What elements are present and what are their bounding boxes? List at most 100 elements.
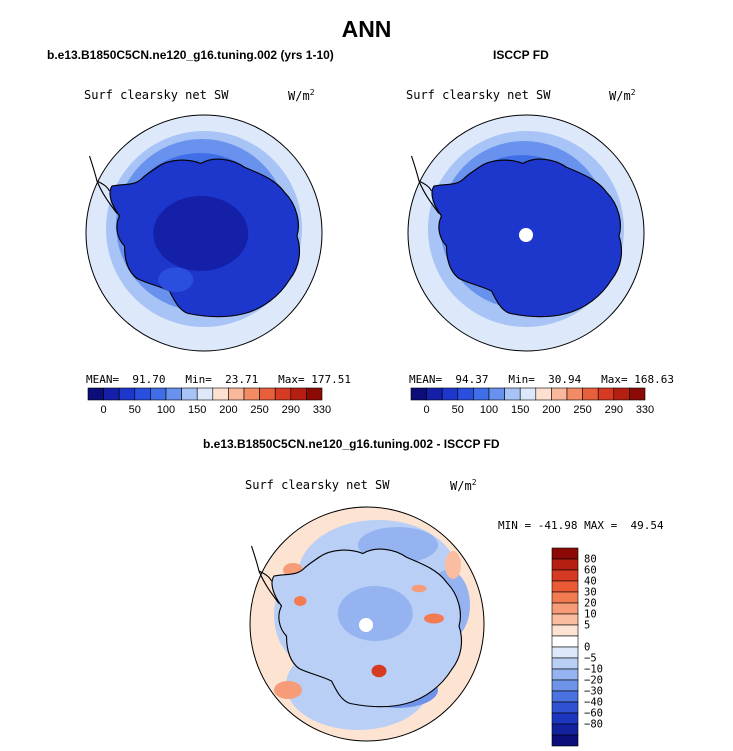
panel-1-title: b.e13.B1850C5CN.ne120_g16.tuning.002 (yr… — [47, 48, 334, 62]
colorbar-swatch — [551, 602, 579, 615]
colorbar-tick-label: −60 — [584, 708, 603, 720]
colorbar-swatch — [613, 387, 630, 401]
colorbar-swatch — [551, 723, 579, 736]
colorbar-swatch — [259, 387, 276, 401]
colorbar-tick-label: 50 — [452, 404, 464, 416]
diff-panel-stats: MIN = -41.98 MAX = 49.54 — [498, 519, 664, 532]
diff-panel-variable: Surf clearsky net SW — [245, 478, 390, 492]
colorbar-swatch — [426, 387, 443, 401]
colorbar-swatch — [181, 387, 198, 401]
panel-2-title: ISCCP FD — [493, 48, 549, 62]
colorbar-swatch — [551, 624, 579, 637]
colorbar-tick-label: 20 — [584, 598, 597, 610]
colorbar-swatch — [551, 734, 579, 747]
diff-panel-units: W/m2 — [450, 478, 477, 493]
colorbar-swatch — [597, 387, 615, 401]
colorbar-swatch — [551, 558, 579, 571]
map-difference — [249, 506, 485, 742]
colorbar-swatch — [582, 387, 599, 401]
panel-2-units: W/m2 — [609, 88, 636, 103]
colorbar-swatch — [551, 547, 579, 560]
colorbar-tick-label: 100 — [480, 404, 498, 416]
colorbar-swatch — [551, 646, 579, 659]
colorbar-swatch — [228, 387, 245, 401]
colorbar-swatch — [87, 387, 104, 401]
colorbar-swatch — [551, 701, 579, 714]
colorbar-tick-label: 40 — [584, 576, 597, 588]
colorbar-swatch — [441, 387, 459, 401]
colorbar-swatch — [306, 387, 323, 401]
colorbar-swatch — [488, 387, 505, 401]
colorbar-swatch — [410, 387, 427, 401]
colorbar-swatch — [629, 387, 646, 401]
colorbar-tick-label: −10 — [584, 664, 603, 676]
colorbar-swatch — [551, 712, 579, 725]
colorbar-swatch — [551, 387, 568, 401]
colorbar-tick-label: 330 — [636, 404, 654, 416]
colorbar-tick-label: 150 — [511, 404, 529, 416]
colorbar-tick-label: −80 — [584, 719, 603, 731]
colorbar-tick-label: 0 — [584, 642, 590, 654]
colorbar-tick-label: −20 — [584, 675, 603, 687]
colorbar-tick-label: −40 — [584, 697, 603, 709]
colorbar-tick-label: 5 — [584, 620, 590, 632]
colorbar-tick-label: 80 — [584, 554, 597, 566]
colorbar-swatch — [551, 679, 579, 692]
panel-2-stats: MEAN= 94.37 Min= 30.94 Max= 168.63 — [409, 373, 674, 386]
colorbar-tick-label: 200 — [542, 404, 560, 416]
panel-1-stats: MEAN= 91.70 Min= 23.71 Max= 177.51 — [86, 373, 351, 386]
colorbar-swatch — [274, 387, 292, 401]
colorbar-tick-label: 200 — [219, 404, 237, 416]
pole-mask — [519, 228, 533, 242]
colorbar-tick-label: 10 — [584, 609, 597, 621]
colorbar-tick-label: 0 — [101, 404, 107, 416]
colorbar-swatch — [134, 387, 151, 401]
colorbar-swatch — [473, 387, 490, 401]
colorbar-swatch — [504, 387, 521, 401]
pole-mask — [359, 618, 373, 632]
colorbar-tick-label: 100 — [157, 404, 175, 416]
colorbar-tick-label: 250 — [250, 404, 268, 416]
colorbar-swatch — [551, 569, 579, 582]
colorbar-swatch — [551, 668, 579, 681]
colorbar-swatch — [243, 387, 260, 401]
panel-1-units: W/m2 — [288, 88, 315, 103]
colorbar-tick-label: 290 — [282, 404, 300, 416]
colorbar-tick-label: 30 — [584, 587, 597, 599]
colorbar-swatch — [150, 387, 167, 401]
colorbar-swatch — [551, 613, 579, 626]
diff-panel-title: b.e13.B1850C5CN.ne120_g16.tuning.002 - I… — [203, 437, 500, 451]
colorbar-panel-1: 0 50 100 150 200 250 290 330 — [87, 387, 331, 416]
colorbar-tick-label: −5 — [584, 653, 597, 665]
colorbar-tick-label: 290 — [605, 404, 623, 416]
colorbar-tick-label: 250 — [573, 404, 591, 416]
colorbar-tick-label: 150 — [188, 404, 206, 416]
colorbar-swatch — [196, 387, 214, 401]
colorbar-swatch — [551, 690, 579, 703]
colorbar-swatch — [551, 635, 579, 648]
colorbar-swatch — [566, 387, 583, 401]
map-1-model — [85, 114, 323, 352]
colorbar-swatch — [457, 387, 474, 401]
colorbar-tick-label: −30 — [584, 686, 603, 698]
colorbar-tick-label: 0 — [424, 404, 430, 416]
panel-2-variable: Surf clearsky net SW — [406, 88, 551, 102]
colorbar-swatch — [535, 387, 552, 401]
panel-1-variable: Surf clearsky net SW — [84, 88, 229, 102]
page-title: ANN — [341, 16, 392, 42]
colorbar-swatch — [290, 387, 307, 401]
colorbar-swatch — [551, 591, 579, 604]
colorbar-tick-label: 50 — [129, 404, 141, 416]
map-2-obs — [407, 114, 645, 352]
colorbar-swatch — [103, 387, 120, 401]
colorbar-swatch — [519, 387, 537, 401]
colorbar-panel-2: 0 50 100 150 200 250 290 330 — [410, 387, 654, 416]
colorbar-swatch — [551, 657, 579, 670]
colorbar-swatch — [212, 387, 229, 401]
colorbar-tick-label: 330 — [313, 404, 331, 416]
colorbar-swatch — [551, 580, 579, 593]
colorbar-swatch — [118, 387, 136, 401]
colorbar-tick-label: 60 — [584, 565, 597, 577]
colorbar-swatch — [165, 387, 182, 401]
